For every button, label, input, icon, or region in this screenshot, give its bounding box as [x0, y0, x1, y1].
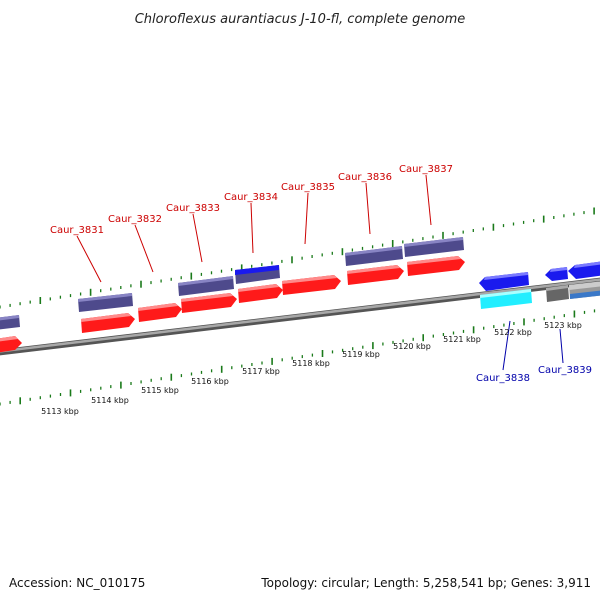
cds-arrow[interactable] [81, 313, 135, 333]
gene-feature[interactable] [546, 285, 569, 302]
gene-label[interactable]: Caur_3832 [108, 214, 162, 225]
kbp-label: 5113 kbp [41, 407, 79, 416]
kbp-label: 5114 kbp [91, 396, 129, 405]
cds-arrow[interactable] [138, 303, 182, 322]
gene-feature[interactable] [404, 237, 464, 257]
gene-feature[interactable] [0, 315, 20, 330]
reverse-strand-ticks [0, 309, 596, 406]
genome-summary-text: Topology: circular; Length: 5,258,541 bp… [260, 576, 591, 590]
cds-arrow-reverse[interactable] [545, 267, 568, 281]
gene-feature[interactable] [178, 276, 234, 296]
cds-arrow[interactable] [282, 275, 341, 295]
gene-feature[interactable] [78, 293, 133, 312]
forward-strand-ticks [0, 207, 595, 309]
kbp-label: 5115 kbp [141, 386, 179, 395]
kbp-label: 5121 kbp [443, 335, 481, 344]
gene-label[interactable]: Caur_3834 [224, 192, 278, 203]
gene-label[interactable]: Caur_3838 [476, 373, 530, 384]
forward-gene-labels: Caur_3831 Caur_3832 Caur_3833 Caur_3834 … [50, 164, 453, 236]
gene-label[interactable]: Caur_3837 [399, 164, 453, 175]
kbp-label: 5120 kbp [393, 342, 431, 351]
gene-label[interactable]: Caur_3836 [338, 172, 392, 183]
kbp-label: 5117 kbp [242, 367, 280, 376]
cds-arrow-reverse[interactable] [568, 261, 600, 279]
cds-arrow[interactable] [0, 336, 22, 353]
cds-arrow[interactable] [407, 256, 465, 276]
gene-feature[interactable] [569, 281, 600, 299]
kbp-label: 5116 kbp [191, 377, 229, 386]
accession-text: Accession: NC_010175 [9, 576, 145, 590]
gene-feature[interactable] [480, 289, 532, 309]
kbp-label: 5118 kbp [292, 359, 330, 368]
genome-backbone [0, 277, 600, 356]
forward-strand-features [0, 237, 465, 353]
gene-label[interactable]: Caur_3831 [50, 225, 104, 236]
gene-label[interactable]: Caur_3835 [281, 182, 335, 193]
kbp-label: 5119 kbp [342, 350, 380, 359]
kbp-label: 5123 kbp [544, 321, 582, 330]
cds-arrow[interactable] [347, 265, 404, 285]
cds-arrow-reverse[interactable] [479, 272, 529, 291]
reverse-gene-labels: Caur_3838 Caur_3839 [476, 365, 592, 384]
cds-arrow[interactable] [238, 284, 283, 303]
map-title: Chloroflexus aurantiacus J-10-fl, comple… [135, 12, 466, 27]
gene-feature[interactable] [345, 246, 403, 266]
gene-feature[interactable] [235, 265, 280, 284]
kbp-label: 5122 kbp [494, 328, 532, 337]
gene-label[interactable]: Caur_3833 [166, 203, 220, 214]
gene-label[interactable]: Caur_3839 [538, 365, 592, 376]
cds-arrow[interactable] [181, 293, 237, 313]
reverse-strand-features [479, 261, 600, 309]
label-leader-lines [76, 174, 564, 371]
kbp-scale-labels: 5113 kbp 5114 kbp 5115 kbp 5116 kbp 5117… [41, 321, 582, 416]
